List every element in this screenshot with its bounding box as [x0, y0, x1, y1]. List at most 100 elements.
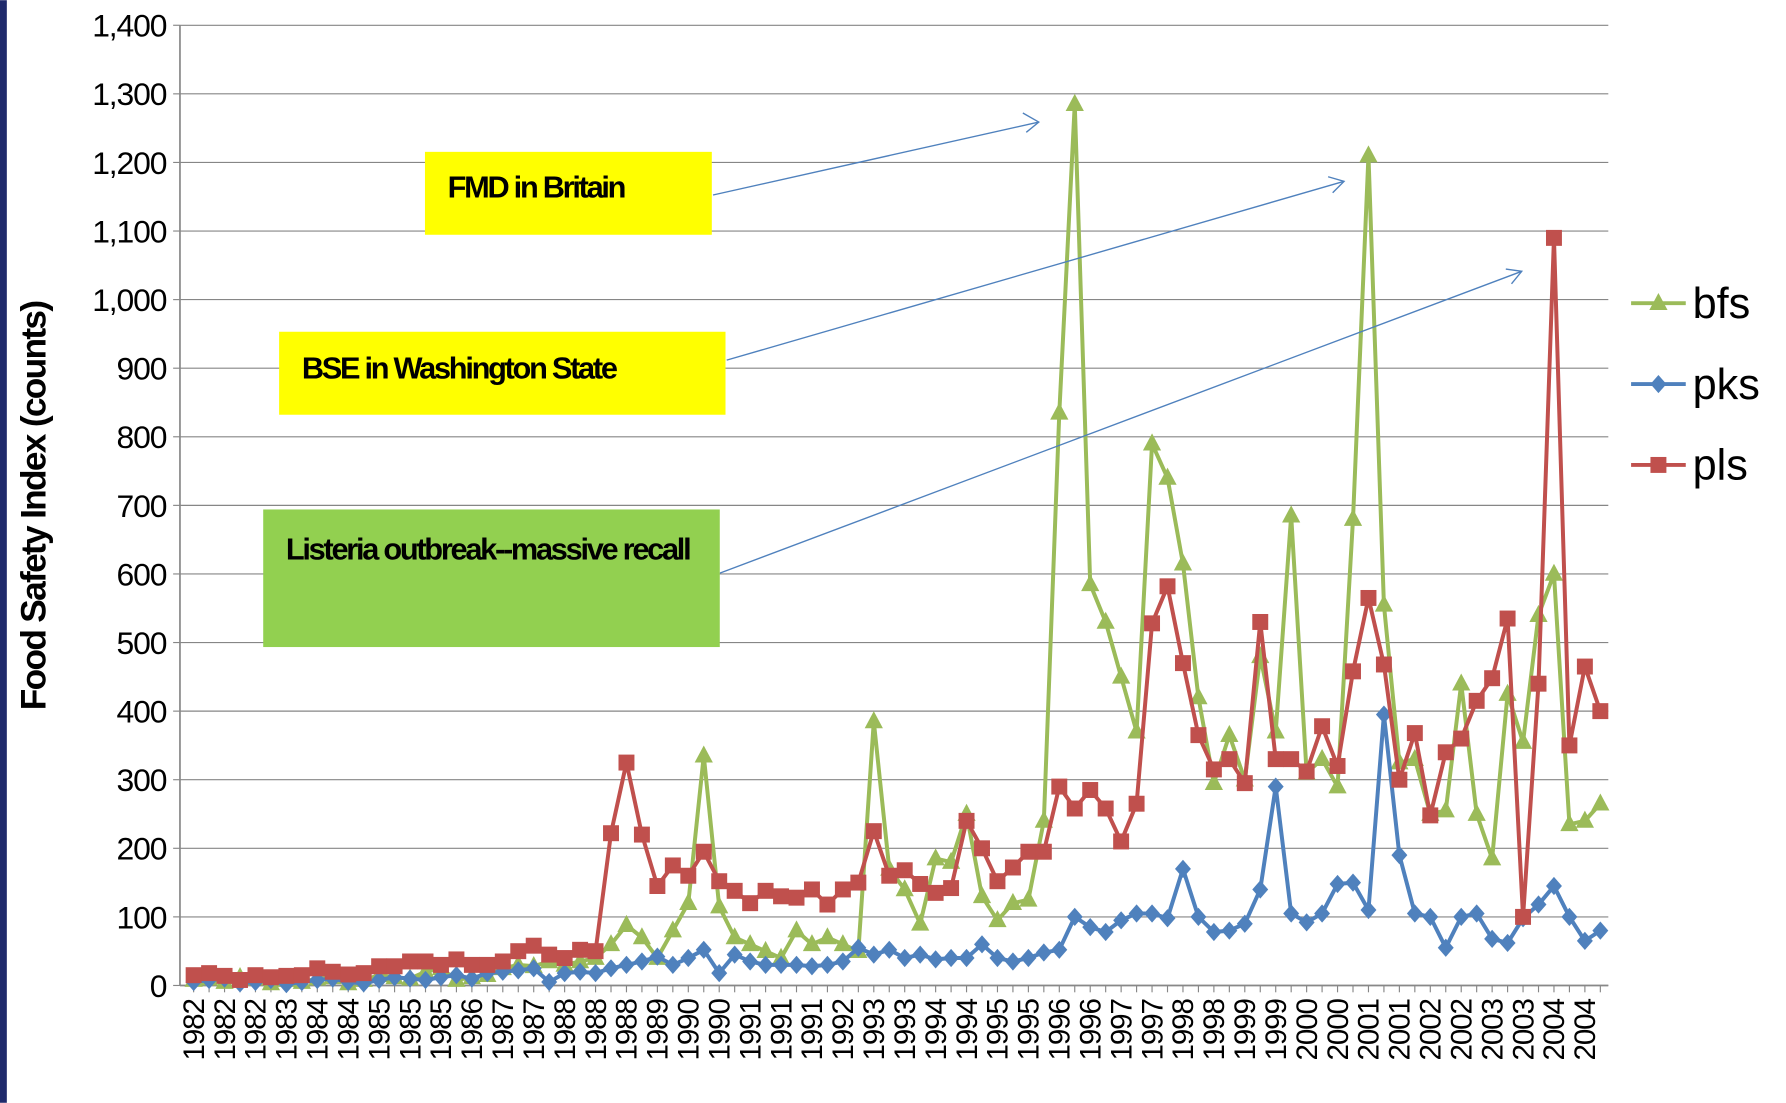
marker — [262, 969, 279, 986]
marker — [757, 955, 774, 975]
x-tick-label: 1985 — [363, 998, 396, 1060]
x-tick-label: 1984 — [302, 998, 335, 1060]
marker — [865, 945, 882, 964]
x-tick-label: 1991 — [734, 998, 767, 1060]
x-tick-label: 1990 — [703, 998, 736, 1060]
marker — [1484, 929, 1501, 948]
marker — [803, 957, 820, 976]
x-tick-label: 1982 — [209, 999, 242, 1060]
y-tick-label: 1,300 — [92, 76, 166, 112]
marker — [912, 875, 929, 892]
marker — [1374, 594, 1394, 612]
slide-border — [0, 0, 7, 1103]
marker — [1314, 904, 1331, 923]
marker — [1329, 758, 1346, 774]
marker — [618, 955, 635, 975]
marker — [726, 882, 743, 899]
x-tick-label: 1992 — [827, 999, 860, 1060]
marker — [417, 970, 434, 990]
marker — [417, 953, 434, 970]
marker — [1467, 803, 1486, 821]
marker — [1312, 748, 1332, 766]
y-tick-label: 100 — [117, 899, 167, 935]
marker — [293, 967, 310, 984]
marker — [1113, 833, 1130, 850]
legend-marker — [1649, 292, 1668, 311]
marker — [788, 955, 805, 975]
marker — [1515, 908, 1532, 925]
x-tick-label: 2004 — [1538, 998, 1571, 1060]
y-tick-label: 0 — [150, 968, 167, 1004]
x-tick-label: 1990 — [673, 998, 706, 1060]
y-tick-label: 400 — [117, 694, 167, 730]
marker — [756, 940, 775, 959]
marker — [663, 920, 682, 938]
marker — [1484, 670, 1501, 687]
marker — [603, 825, 619, 842]
marker — [1252, 880, 1269, 899]
marker — [1592, 921, 1609, 940]
marker — [1266, 721, 1285, 739]
marker — [587, 964, 604, 983]
marker — [834, 952, 851, 971]
marker — [1498, 683, 1517, 701]
x-tick-label: 1998 — [1198, 998, 1231, 1060]
x-tick-label: 1982 — [178, 999, 211, 1060]
marker — [618, 754, 635, 771]
marker — [1066, 907, 1083, 926]
marker — [1437, 744, 1454, 761]
marker — [943, 948, 960, 968]
marker — [726, 945, 743, 964]
marker — [912, 945, 929, 964]
marker — [911, 913, 930, 931]
marker — [1004, 859, 1021, 876]
annotation-box: Listeria outbreak--massive recall — [263, 509, 720, 648]
annotation: Listeria outbreak--massive recall — [263, 509, 720, 648]
marker — [1144, 904, 1161, 923]
marker — [216, 967, 233, 984]
annotation-arrows — [712, 112, 1524, 574]
marker — [989, 948, 1006, 968]
marker — [926, 848, 945, 866]
y-tick-label: 600 — [117, 556, 167, 592]
marker — [479, 956, 496, 973]
marker — [1452, 673, 1471, 691]
x-tick-label: 1989 — [642, 998, 675, 1060]
y-tick-label: 800 — [117, 419, 167, 455]
marker — [1592, 703, 1609, 720]
marker — [1236, 914, 1253, 933]
x-tick-label: 1984 — [332, 998, 365, 1060]
legend-item: pls — [1631, 442, 1748, 490]
marker — [1328, 776, 1347, 794]
y-tick-label: 300 — [117, 762, 167, 798]
x-tick-label: 2003 — [1507, 998, 1540, 1060]
y-tick-label: 1,400 — [92, 8, 166, 44]
marker — [1158, 467, 1177, 485]
legend-marker — [1650, 456, 1667, 473]
x-tick-label: 1993 — [858, 998, 891, 1060]
marker — [1545, 229, 1562, 246]
x-tick-label: 1996 — [1074, 998, 1107, 1060]
marker — [1544, 563, 1564, 581]
x-tick-label: 1995 — [982, 998, 1015, 1060]
x-tick-label: 2002 — [1415, 999, 1448, 1060]
marker — [1529, 604, 1548, 622]
x-tick-label: 1997 — [1105, 999, 1138, 1060]
legend-label: pks — [1693, 361, 1760, 409]
marker — [1082, 782, 1099, 798]
marker — [1221, 751, 1238, 768]
marker — [773, 888, 790, 905]
annotation: BSE in Washington State — [279, 331, 726, 415]
marker — [958, 948, 975, 968]
marker — [1375, 656, 1392, 673]
marker — [974, 840, 990, 857]
marker — [1081, 573, 1100, 592]
x-tick-label: 1999 — [1260, 998, 1293, 1060]
marker — [324, 963, 341, 980]
marker — [1314, 718, 1331, 735]
marker — [1220, 724, 1239, 742]
marker — [340, 966, 357, 983]
annotation-box: BSE in Washington State — [279, 331, 726, 415]
marker — [695, 843, 712, 860]
marker — [1483, 848, 1502, 866]
